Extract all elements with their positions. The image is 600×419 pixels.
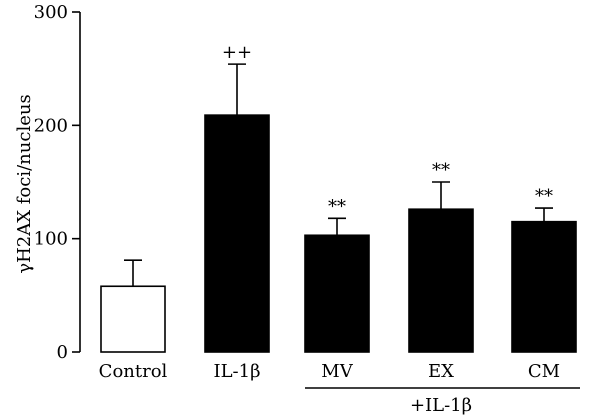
x-tick-label: EX <box>428 361 454 382</box>
bar <box>204 114 270 353</box>
y-tick-label: 100 <box>34 229 68 250</box>
x-tick-label: IL-1β <box>213 361 260 382</box>
significance-label: ** <box>535 186 553 207</box>
bar <box>408 208 474 353</box>
bars-layer <box>100 63 577 353</box>
group-label: +IL-1β <box>410 395 472 416</box>
x-tick-label: MV <box>321 361 353 382</box>
y-tick-label: 0 <box>57 342 68 363</box>
labels-layer: Control ++ IL-1β ** MV ** EX ** CM +IL-1β <box>99 42 580 416</box>
y-tick-label: 300 <box>34 2 68 23</box>
x-tick-label: Control <box>99 361 168 382</box>
axes-layer: 0 100 200 300 <box>34 2 81 363</box>
bar <box>511 220 577 353</box>
y-axis-label: γH2AX foci/nucleus <box>14 94 35 273</box>
bar <box>304 234 370 353</box>
bar <box>100 285 166 353</box>
significance-label: ** <box>328 196 346 217</box>
significance-label: ** <box>432 160 450 181</box>
x-tick-label: CM <box>528 361 560 382</box>
y-tick-label: 200 <box>34 115 68 136</box>
significance-label: ++ <box>222 42 252 63</box>
